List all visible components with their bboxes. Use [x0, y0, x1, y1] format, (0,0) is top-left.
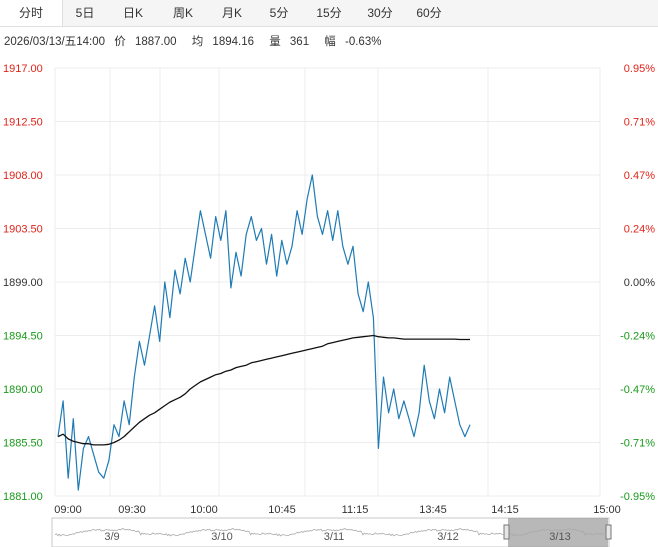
- navigator-date-label: 3/11: [324, 531, 345, 543]
- y-tick-label: 1903.50: [3, 224, 43, 236]
- y-tick-label: 1912.50: [3, 117, 43, 129]
- pct-tick-label: -0.71%: [620, 438, 655, 450]
- pct-tick-label: 0.24%: [624, 224, 655, 236]
- tab-1[interactable]: 5日: [75, 6, 95, 20]
- navigator-date-label: 3/9: [104, 531, 119, 543]
- x-tick-label: 09:30: [118, 504, 146, 516]
- tab-8[interactable]: 60分: [416, 6, 442, 20]
- navigator-trace-1: [164, 528, 276, 537]
- x-tick-label: 10:00: [190, 504, 218, 516]
- pct-tick-label: -0.47%: [620, 384, 655, 396]
- navigator-handle-left: [503, 524, 510, 540]
- y-tick-label: 1917.00: [3, 63, 43, 75]
- pct-tick-label: 0.00%: [624, 277, 655, 289]
- y-tick-label: 1881.00: [3, 491, 43, 503]
- x-tick-label: 10:45: [268, 504, 296, 516]
- info-chg-label: 幅: [324, 36, 336, 48]
- navigator-date-label: 3/10: [211, 531, 232, 543]
- y-tick-label: 1890.00: [3, 384, 43, 396]
- quote-info-bar: 2026/03/13/五14:00 价 1887.00 均 1894.16 量 …: [4, 33, 393, 49]
- price-series-line: [57, 174, 471, 491]
- info-vol: 361: [289, 36, 310, 48]
- y-tick-label: 1899.00: [3, 277, 43, 289]
- tab-7[interactable]: 30分: [367, 6, 393, 20]
- pct-tick-label: 0.71%: [624, 117, 655, 129]
- y-tick-label: 1908.00: [3, 170, 43, 182]
- pct-tick-label: 0.95%: [624, 63, 655, 75]
- tab-2[interactable]: 日K: [122, 6, 143, 20]
- pct-tick-label: -0.24%: [620, 331, 655, 343]
- tab-0[interactable]: 分时: [0, 0, 63, 26]
- navigator-trace-4: [509, 528, 607, 537]
- y-tick-label: 1894.50: [3, 331, 43, 343]
- period-tabs: 分时 5日 日K 周K 月K 5分 15分 30分 60分: [0, 0, 658, 27]
- info-price-label: 价: [114, 36, 126, 48]
- navigator-selection: [508, 518, 608, 547]
- info-datetime: 2026/03/13/五14:00: [4, 36, 106, 48]
- navigator-date-label: 3/13: [549, 531, 570, 543]
- y-tick-label: 1885.50: [3, 438, 43, 450]
- x-tick-label: 14:15: [491, 504, 519, 516]
- tab-4[interactable]: 月K: [221, 6, 242, 20]
- info-avg-label: 均: [191, 36, 204, 48]
- navigator-trace-0: [54, 528, 166, 537]
- pct-tick-label: 0.47%: [624, 170, 655, 182]
- info-chg: -0.63%: [345, 36, 382, 48]
- x-tick-label: 09:00: [54, 504, 82, 516]
- tab-5[interactable]: 5分: [269, 6, 289, 20]
- x-tick-label: 11:15: [342, 504, 369, 516]
- tab-6[interactable]: 15分: [316, 6, 342, 20]
- x-tick-label: 15:00: [593, 504, 621, 516]
- info-avg: 1894.16: [212, 36, 254, 48]
- navigator-date-label: 3/12: [437, 531, 458, 543]
- navigator-handle-right: [605, 524, 612, 540]
- pct-tick-label: -0.95%: [620, 491, 655, 503]
- info-vol-label: 量: [269, 36, 281, 48]
- tab-3[interactable]: 周K: [172, 6, 193, 20]
- navigator-trace-2: [274, 528, 389, 537]
- x-tick-label: 13:45: [419, 504, 447, 516]
- navigator-trace-3: [387, 528, 506, 537]
- avg-series-line: [57, 334, 470, 446]
- info-price: 1887.00: [134, 36, 177, 48]
